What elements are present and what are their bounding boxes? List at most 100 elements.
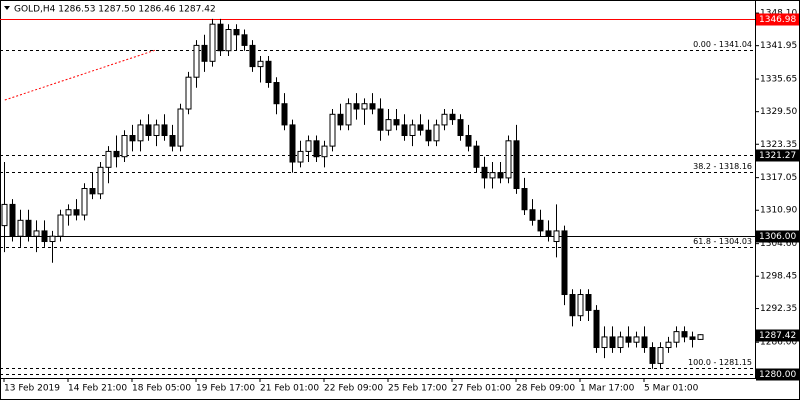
level-label: 1346.98 bbox=[759, 15, 796, 25]
candle-body bbox=[321, 145, 328, 158]
candle-body bbox=[569, 294, 576, 317]
candle-body bbox=[201, 44, 208, 62]
candle-body bbox=[353, 103, 360, 110]
fib-label: 100.0 - 1281.15 bbox=[688, 358, 752, 367]
candle-body bbox=[481, 166, 488, 179]
candle-body bbox=[265, 60, 272, 84]
candle-body bbox=[121, 135, 128, 158]
candle-body bbox=[73, 209, 80, 216]
level-tag bbox=[756, 368, 799, 381]
candle-body bbox=[185, 76, 192, 110]
candle-body bbox=[305, 140, 312, 152]
candle-body bbox=[9, 203, 16, 237]
y-tick-label: 1298.45 bbox=[760, 272, 797, 282]
candle-body bbox=[65, 209, 72, 216]
candle-body bbox=[473, 145, 480, 168]
candle-body bbox=[465, 135, 472, 147]
candle-body bbox=[497, 172, 504, 179]
candle-body bbox=[49, 235, 56, 243]
candle-body bbox=[89, 188, 96, 195]
y-tick-label: 1310.90 bbox=[760, 206, 797, 216]
candle-body bbox=[601, 336, 608, 349]
fib-label: 0.00 - 1341.04 bbox=[693, 40, 752, 49]
candle-body bbox=[137, 124, 144, 142]
candle-body bbox=[401, 124, 408, 137]
x-tick-label: 14 Feb 21:00 bbox=[68, 384, 127, 394]
candle-body bbox=[329, 113, 336, 147]
x-tick-label: 28 Feb 09:00 bbox=[516, 384, 575, 394]
candle-body bbox=[217, 23, 224, 52]
fib-label: 38.2 - 1318.16 bbox=[693, 162, 752, 171]
candle-body bbox=[457, 119, 464, 137]
x-tick-label: 1 Mar 17:00 bbox=[580, 384, 635, 394]
candle-body bbox=[273, 82, 280, 105]
candle-body bbox=[641, 336, 648, 349]
candle-body bbox=[369, 103, 376, 110]
candle-body bbox=[225, 29, 232, 52]
candle-body bbox=[33, 230, 40, 237]
candle-body bbox=[337, 113, 344, 126]
candle-body bbox=[489, 172, 496, 179]
y-tick-label: 1317.05 bbox=[760, 173, 797, 183]
level-tag bbox=[756, 329, 799, 342]
x-tick-label: 5 Mar 01:00 bbox=[644, 384, 699, 394]
candle-body bbox=[377, 108, 384, 131]
candle-body bbox=[609, 336, 616, 349]
candle-body bbox=[505, 140, 512, 179]
candle-body bbox=[97, 166, 104, 195]
menu-arrow[interactable] bbox=[4, 6, 10, 10]
y-tick-label: 1329.50 bbox=[760, 107, 797, 117]
y-tick-label: 1286.00 bbox=[760, 338, 797, 348]
candle-body bbox=[425, 129, 432, 142]
candle-body bbox=[113, 150, 120, 158]
level-label: 1287.42 bbox=[759, 331, 796, 341]
candle-body bbox=[681, 331, 688, 338]
x-tick-label: 19 Feb 17:00 bbox=[196, 384, 255, 394]
x-tick-label: 18 Feb 05:00 bbox=[132, 384, 191, 394]
candle-body bbox=[665, 341, 672, 349]
trendline bbox=[4, 49, 156, 101]
candle-body bbox=[313, 140, 320, 158]
candle-body bbox=[513, 140, 520, 190]
candle-body bbox=[241, 34, 248, 46]
candle-body bbox=[345, 103, 352, 126]
candle-body bbox=[657, 347, 664, 364]
candle-body bbox=[17, 219, 24, 237]
candle-body bbox=[441, 113, 448, 126]
y-tick-label: 1292.35 bbox=[760, 304, 797, 314]
y-tick-label: 1304.60 bbox=[760, 239, 797, 249]
candle-body bbox=[361, 103, 368, 110]
candle-body bbox=[689, 336, 696, 340]
candle-body bbox=[153, 124, 160, 137]
level-label: 1280.00 bbox=[759, 370, 796, 380]
candle-body bbox=[385, 119, 392, 131]
candle-body bbox=[561, 230, 568, 296]
fib-label: 61.8 - 1304.03 bbox=[693, 237, 752, 246]
x-tick-label: 21 Feb 01:00 bbox=[260, 384, 319, 394]
candle-body bbox=[593, 309, 600, 349]
candle-body bbox=[233, 29, 240, 36]
candle-body bbox=[433, 124, 440, 142]
candle-body bbox=[129, 135, 136, 142]
level-label: 1321.27 bbox=[759, 151, 796, 161]
candle-body bbox=[625, 336, 632, 343]
candle-body bbox=[409, 124, 416, 137]
candle-body bbox=[577, 294, 584, 317]
chart-title: GOLD,H4 1286.53 1287.50 1286.46 1287.42 bbox=[14, 5, 216, 15]
candle-body bbox=[289, 124, 296, 163]
level-tag bbox=[756, 13, 799, 26]
candle-body bbox=[297, 150, 304, 163]
x-tick-label: 27 Feb 01:00 bbox=[452, 384, 511, 394]
candle-body bbox=[449, 113, 456, 121]
y-tick-label: 1335.65 bbox=[760, 75, 797, 85]
level-label: 1306.00 bbox=[759, 232, 796, 242]
candle-body bbox=[617, 336, 624, 349]
candle-body bbox=[545, 230, 552, 237]
candle-body bbox=[193, 44, 200, 78]
candle-body bbox=[161, 124, 168, 137]
candle-body bbox=[529, 209, 536, 221]
candle-body bbox=[281, 103, 288, 126]
candle-body bbox=[585, 294, 592, 311]
